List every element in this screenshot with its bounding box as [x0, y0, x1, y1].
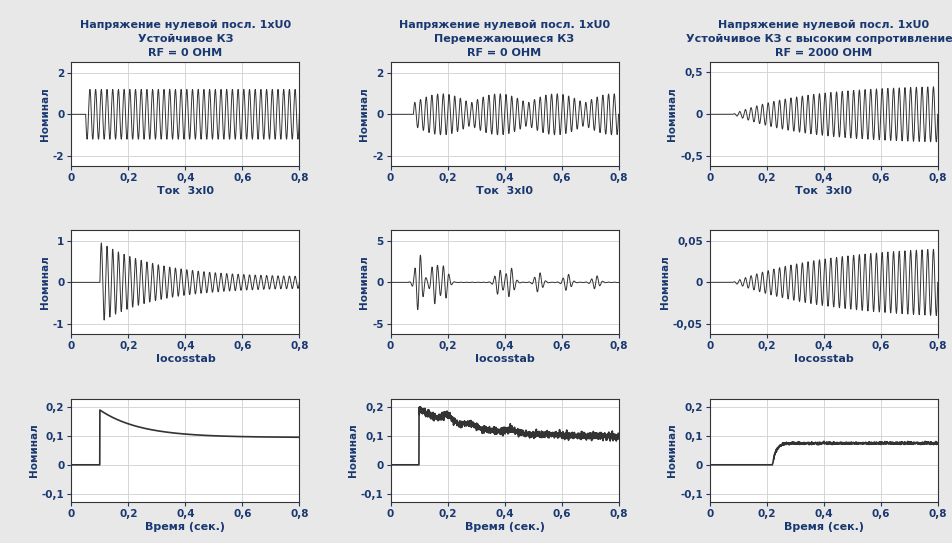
Y-axis label: Номинал: Номинал: [667, 87, 677, 141]
X-axis label: Время (сек.): Время (сек.): [465, 522, 545, 532]
Y-axis label: Номинал: Номинал: [359, 87, 369, 141]
X-axis label: Время (сек.): Время (сек.): [783, 522, 863, 532]
Y-axis label: Номинал: Номинал: [348, 424, 358, 477]
Title: Напряжение нулевой посл. 1xU0
Перемежающиеся КЗ
RF = 0 ОНМ: Напряжение нулевой посл. 1xU0 Перемежающ…: [399, 20, 610, 58]
X-axis label: Ток  3xI0: Ток 3xI0: [476, 186, 533, 196]
X-axis label: Ток  3xI0: Ток 3xI0: [795, 186, 852, 196]
Y-axis label: Номинал: Номинал: [660, 256, 670, 309]
Y-axis label: Номинал: Номинал: [29, 424, 39, 477]
X-axis label: Iоcosstab: Iоcosstab: [794, 354, 854, 364]
Y-axis label: Номинал: Номинал: [40, 256, 50, 309]
Title: Напряжение нулевой посл. 1xU0
Устойчивое КЗ
RF = 0 ОНМ: Напряжение нулевой посл. 1xU0 Устойчивое…: [80, 20, 291, 58]
X-axis label: Время (сек.): Время (сек.): [146, 522, 226, 532]
Title: Напряжение нулевой посл. 1xU0
Устойчивое КЗ с высоким сопротивлением
RF = 2000 О: Напряжение нулевой посл. 1xU0 Устойчивое…: [685, 20, 952, 58]
X-axis label: Iоcosstab: Iоcosstab: [475, 354, 534, 364]
Y-axis label: Номинал: Номинал: [359, 256, 369, 309]
Y-axis label: Номинал: Номинал: [667, 424, 677, 477]
X-axis label: Iоcosstab: Iоcosstab: [155, 354, 215, 364]
X-axis label: Ток  3xI0: Ток 3xI0: [157, 186, 214, 196]
Y-axis label: Номинал: Номинал: [40, 87, 50, 141]
